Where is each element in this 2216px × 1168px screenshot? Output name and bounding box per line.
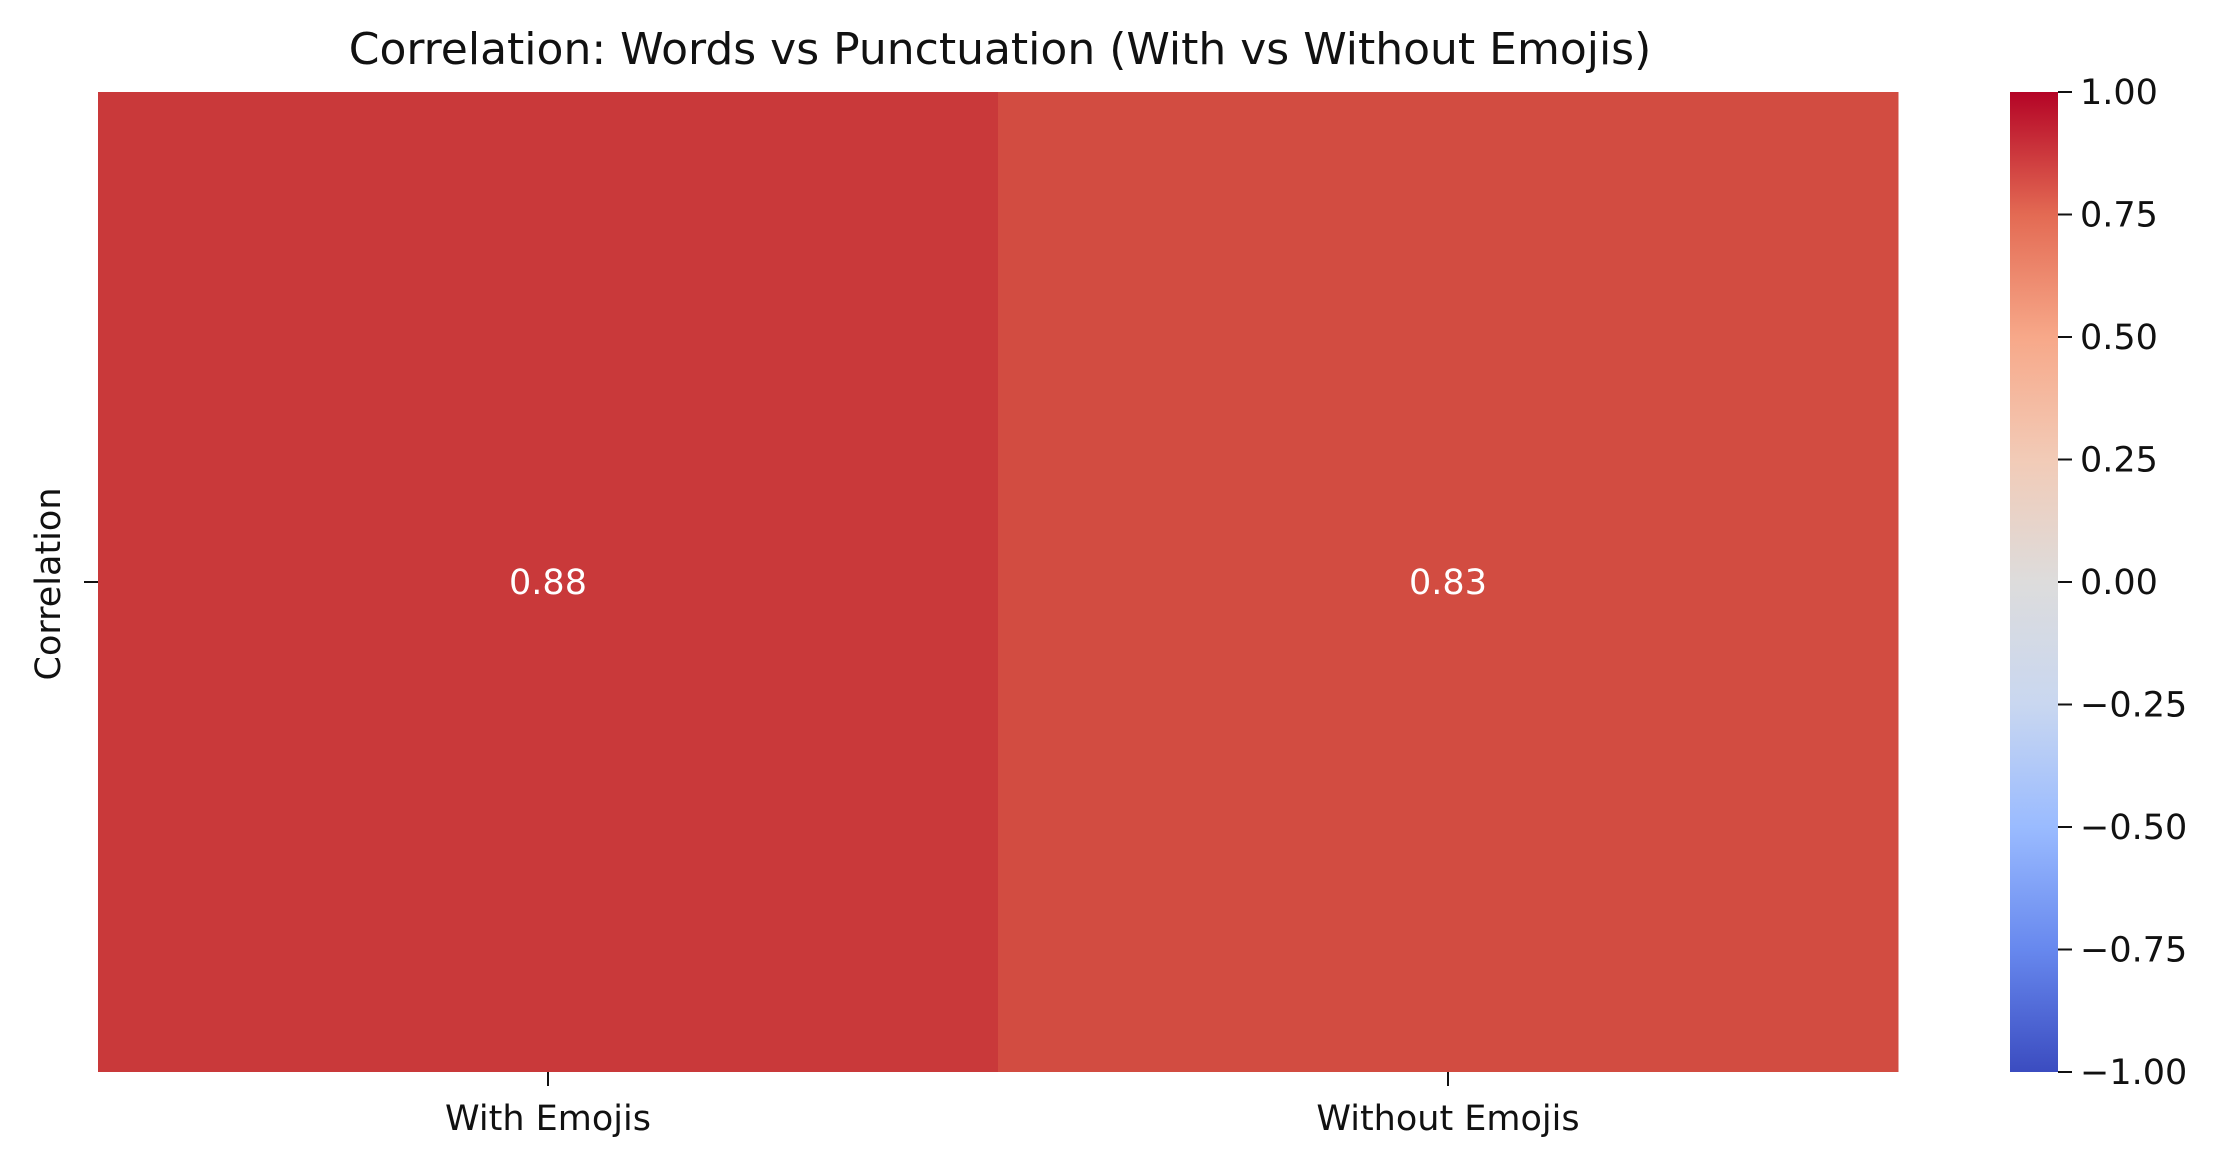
cell-value-label: 0.88 — [509, 563, 587, 603]
x-tick-label: Without Emojis — [1316, 1099, 1579, 1139]
x-tick-label: With Emojis — [445, 1099, 651, 1139]
x-axis-ticks: With Emojis Without Emojis — [445, 1072, 1580, 1139]
colorbar-tick-label: 0.25 — [2080, 441, 2158, 481]
heatmap-cells: 0.88 0.83 — [98, 92, 1899, 1072]
cell-value-label: 0.83 — [1409, 563, 1487, 603]
colorbar-tick-label: 1.00 — [2080, 73, 2158, 113]
colorbar-tick-label: 0.00 — [2080, 563, 2158, 603]
colorbar-tick-label: −0.50 — [2080, 808, 2187, 848]
colorbar-tick-label: 0.50 — [2080, 318, 2158, 358]
colorbar: 1.00 0.75 0.50 0.25 0.00 −0.25 −0.50 −0.75 −1.00 — [2010, 73, 2187, 1093]
colorbar-tick-label: −0.25 — [2080, 686, 2187, 726]
colorbar-tick-label: −0.75 — [2080, 931, 2187, 971]
colorbar-tick-label: 0.75 — [2080, 196, 2158, 236]
heatmap-cell — [998, 92, 1899, 1072]
colorbar-gradient — [2010, 92, 2058, 1072]
colorbar-tick-label: −1.00 — [2080, 1053, 2187, 1093]
y-axis-label: Correlation — [29, 488, 69, 681]
chart-title: Correlation: Words vs Punctuation (With … — [349, 24, 1652, 75]
heatmap-cell — [98, 92, 999, 1072]
